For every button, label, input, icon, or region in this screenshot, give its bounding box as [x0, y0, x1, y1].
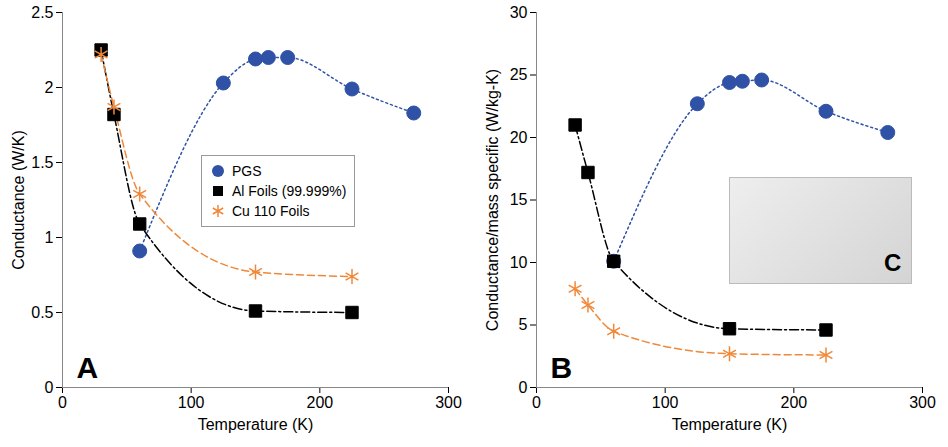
html-text:C: C	[884, 249, 902, 276]
svg-text:15: 15	[510, 191, 528, 208]
svg-text:Conductance (W/K): Conductance (W/K)	[10, 130, 27, 270]
svg-text:25: 25	[510, 66, 528, 83]
svg-text:300: 300	[435, 394, 462, 411]
svg-text:100: 100	[178, 394, 205, 411]
svg-text:Temperature (K): Temperature (K)	[198, 416, 314, 433]
svg-text:0.5: 0.5	[31, 304, 53, 321]
html-text:Cu 110 Foils: Cu 110 Foils	[232, 202, 310, 219]
svg-text:0: 0	[58, 394, 67, 411]
svg-text:Temperature (K): Temperature (K)	[672, 416, 788, 433]
svg-text:100: 100	[652, 394, 679, 411]
html-text:Al Foils (99.999%): Al Foils (99.999%)	[232, 182, 347, 199]
svg-text:2.5: 2.5	[31, 4, 53, 21]
html-text:PGS: PGS	[232, 162, 262, 179]
svg-text:300: 300	[909, 394, 936, 411]
svg-text:B: B	[551, 351, 573, 384]
svg-text:1: 1	[45, 229, 54, 246]
svg-text:Conductance/mass specific (W/k: Conductance/mass specific (W/kg-K)	[484, 69, 501, 331]
svg-text:0: 0	[45, 379, 54, 396]
svg-text:0: 0	[519, 379, 528, 396]
svg-text:5: 5	[519, 316, 528, 333]
svg-text:1.5: 1.5	[31, 154, 53, 171]
svg-text:200: 200	[306, 394, 333, 411]
svg-text:A: A	[77, 351, 99, 384]
svg-text:30: 30	[510, 4, 528, 21]
svg-text:200: 200	[780, 394, 807, 411]
svg-text:20: 20	[510, 129, 528, 146]
svg-text:0: 0	[532, 394, 541, 411]
svg-text:10: 10	[510, 254, 528, 271]
svg-text:2: 2	[45, 79, 54, 96]
